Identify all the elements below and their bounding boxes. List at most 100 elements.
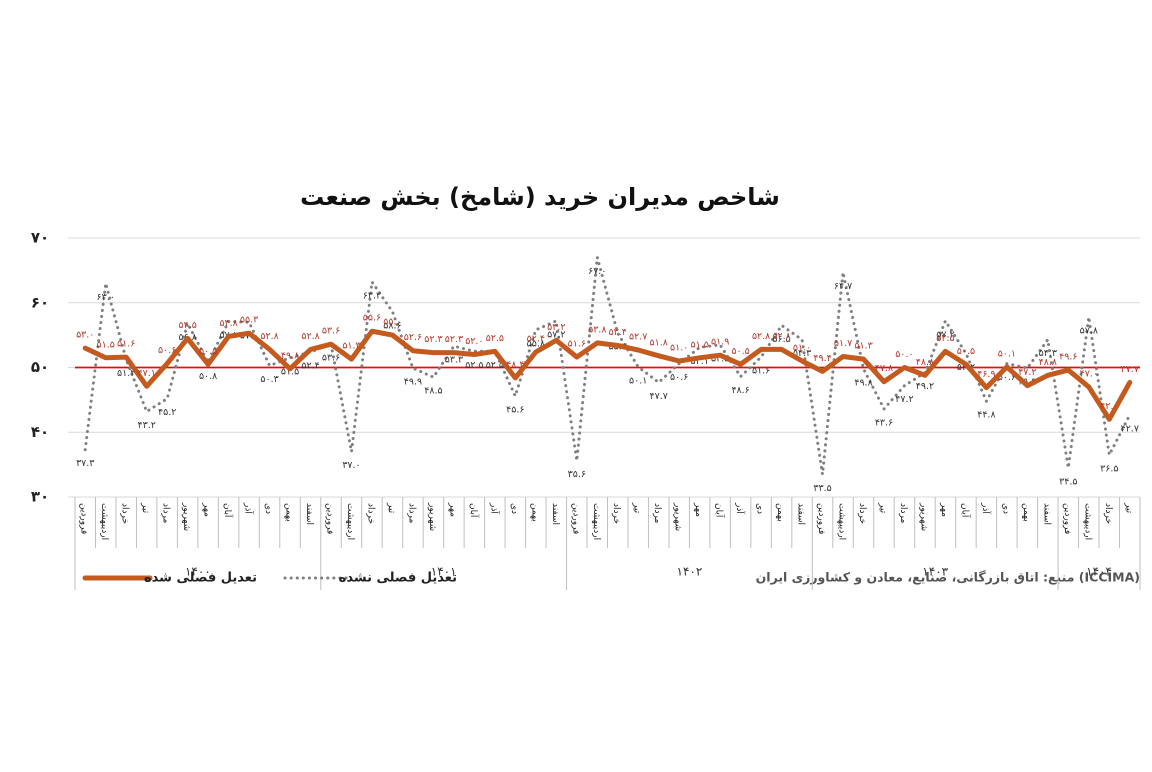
legend-label: تعدیل فصلی نشده [339, 571, 457, 586]
data-label: ۴۳.۲ [138, 420, 156, 431]
x-tick-label: خرداد [365, 503, 375, 524]
x-tick-label: مرداد [652, 503, 662, 523]
x-tick-label: تیر [632, 502, 642, 514]
x-tick-label: دی [755, 503, 765, 514]
data-label: ۵۱.۹ [711, 337, 729, 348]
data-label: ۵۲.۸ [752, 331, 770, 342]
x-tick-label: خرداد [1103, 503, 1113, 524]
data-label: ۶۷.۰ [588, 266, 606, 277]
data-label: ۴۷.۷ [1121, 364, 1139, 375]
x-tick-label: اسفند [1041, 503, 1051, 525]
x-tick-label: بهمن [775, 503, 785, 522]
data-label: ۵۲.۴ [527, 333, 545, 344]
x-tick-label: مرداد [161, 503, 171, 523]
x-tick-label: شهریور [918, 502, 928, 531]
data-label: ۴۵.۲ [158, 407, 176, 418]
data-label: ۵۲.۵ [486, 360, 504, 371]
data-label: ۴۸.۵ [424, 386, 442, 397]
year-label: ۱۴۰۳ [922, 565, 948, 579]
data-label: ۵۰.۶ [670, 372, 688, 383]
data-label: ۴۷.۷ [650, 391, 668, 402]
data-label: ۵۴.۸ [219, 318, 237, 329]
data-label: ۴۹.۸ [854, 377, 872, 388]
x-tick-label: خرداد [120, 503, 130, 524]
data-label: ۵۴.۳ [793, 348, 811, 359]
data-label: ۵۲.۵ [486, 333, 504, 344]
data-label: ۵۱.۳ [854, 341, 872, 352]
data-label: ۵۳.۵ [711, 353, 729, 364]
x-tick-label: اردیبهشت [837, 503, 847, 540]
x-tick-label: فروردین [325, 503, 335, 534]
x-tick-label: شهریور [673, 502, 683, 531]
data-label: ۵۰.۵ [957, 346, 975, 357]
data-label: ۵۰.۳ [260, 374, 278, 385]
y-tick-label: ۳۰ [31, 488, 49, 506]
x-tick-label: آذر [980, 502, 992, 514]
data-label: ۵۱.۸ [650, 337, 668, 348]
data-label: ۶۳.۰ [97, 292, 115, 303]
data-label: ۵۲.۸ [772, 331, 790, 342]
data-label: ۳۷.۰ [342, 460, 360, 471]
x-tick-label: مهر [693, 502, 703, 517]
data-label: ۵۲.۵ [936, 333, 954, 344]
x-tick-label: شهریور [427, 502, 437, 531]
data-label: ۴۷.۲ [895, 394, 913, 405]
series-line [82, 328, 1133, 422]
data-label: ۵۳.۸ [588, 324, 606, 335]
x-tick-label: اسفند [304, 503, 314, 525]
y-tick-label: ۴۰ [31, 423, 49, 441]
data-label: ۵۵.۳ [240, 315, 258, 326]
x-tick-label: تیر [1123, 502, 1133, 514]
data-label: ۵۲.۷ [629, 332, 647, 343]
data-label: ۳۳.۵ [813, 483, 831, 494]
data-label: ۵۳.۰ [76, 330, 94, 341]
year-label: ۱۴۰۲ [677, 565, 703, 579]
data-label: ۴۷.۱ [138, 368, 156, 379]
data-label: ۵۴.۳ [1039, 348, 1057, 359]
x-tick-label: آذر [734, 502, 746, 514]
data-label: ۴۶.۹ [977, 369, 995, 380]
data-label: ۵۳.۶ [322, 326, 340, 337]
x-tick-label: آبان [468, 503, 480, 518]
x-tick-label: شهریور [181, 502, 191, 531]
data-label: ۵۰.۸ [199, 371, 217, 382]
data-label: ۳۵.۶ [568, 469, 586, 480]
data-label: ۵۷.۲ [547, 329, 565, 340]
data-label: ۵۱.۲ [117, 368, 135, 379]
x-tick-label: آبان [222, 503, 234, 518]
data-label: ۵۲.۵ [465, 360, 483, 371]
data-label: ۵۱.۵ [97, 339, 115, 350]
x-tick-label: فروردین [79, 503, 89, 534]
data-label: ۴۹.۴ [813, 353, 831, 364]
year-label: ۱۴۰۱ [431, 565, 457, 579]
x-tick-label: دی [509, 503, 519, 514]
data-label: ۵۲.۳ [424, 334, 442, 345]
x-tick-label: مرداد [898, 503, 908, 523]
data-label: ۵۰.۵ [731, 346, 749, 357]
data-label: ۵۰.۱ [629, 375, 647, 386]
data-label: ۵۴.۵ [178, 320, 196, 331]
x-tick-label: مهر [202, 502, 212, 517]
x-tick-label: اردیبهشت [345, 503, 355, 540]
data-label: ۴۲.۰ [1100, 401, 1118, 412]
data-label: ۵۸.۶ [383, 320, 401, 331]
data-label: ۵۰.۱ [998, 348, 1016, 359]
data-label: ۵۰.۶ [998, 372, 1016, 383]
legend-label: تعدیل فصلی شده [144, 571, 257, 586]
data-label: ۵۲.۶ [404, 332, 422, 343]
data-label: ۴۳.۶ [875, 417, 893, 428]
year-label: ۱۴۰۴ [1086, 565, 1112, 579]
data-label: ۴۸.۴ [506, 359, 524, 370]
data-label: ۵۲.۳ [445, 334, 463, 345]
data-label: ۳۷.۳ [76, 458, 94, 469]
x-tick-label: بهمن [1021, 503, 1031, 522]
data-label: ۵۱.۰ [670, 343, 688, 354]
x-tick-label: مرداد [406, 503, 416, 523]
x-tick-label: خرداد [857, 503, 867, 524]
x-tick-label: دی [1000, 503, 1010, 514]
x-tick-label: فروردین [816, 503, 826, 534]
x-tick-label: اردیبهشت [591, 503, 601, 540]
x-tick-label: مهر [447, 502, 457, 517]
x-tick-label: خرداد [611, 503, 621, 524]
